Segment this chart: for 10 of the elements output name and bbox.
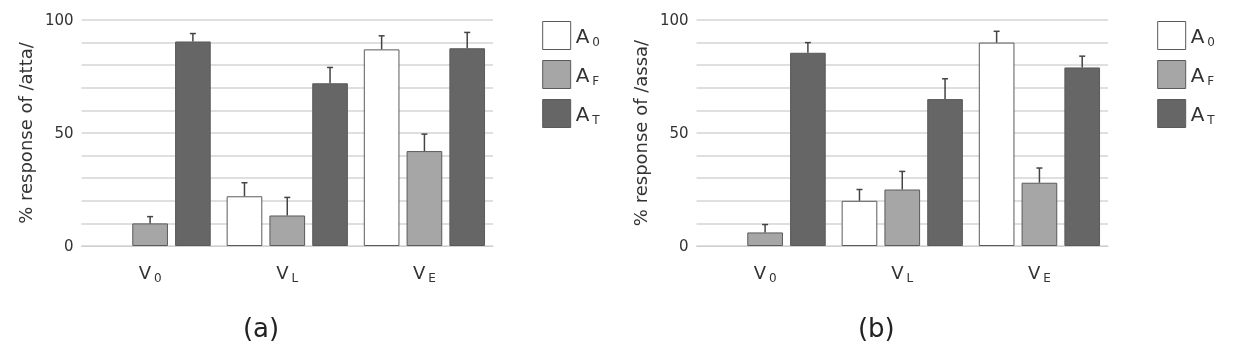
y-tick-label: 50 — [54, 124, 74, 142]
y-axis-title: % response of /atta/ — [14, 41, 36, 224]
y-axis-title: % response of /assa/ — [629, 38, 651, 227]
y-tick-label: 0 — [63, 237, 74, 255]
y-tick-label: 100 — [44, 11, 74, 29]
y-tick-label: 100 — [659, 11, 689, 29]
y-tick-label: 50 — [669, 124, 689, 142]
y-tick-label: 0 — [678, 237, 689, 255]
text: (a) — [242, 313, 280, 343]
text: (b) — [857, 313, 895, 343]
